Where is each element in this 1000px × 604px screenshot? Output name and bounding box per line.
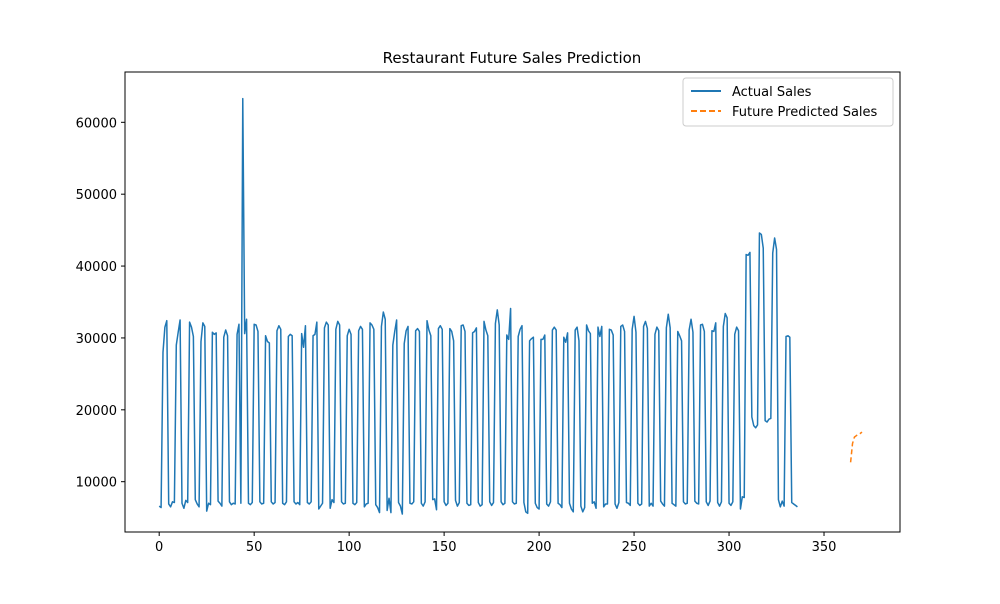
x-tick-label: 100	[337, 540, 362, 555]
series-line-actual-sales	[158, 97, 798, 515]
series-line-future-predicted-sales	[849, 431, 863, 463]
x-tick-label: 350	[812, 540, 837, 555]
legend-label-actual-sales: Actual Sales	[732, 85, 812, 100]
x-tick-label: 0	[155, 540, 163, 555]
legend: Actual Sales Future Predicted Sales	[682, 77, 894, 127]
x-tick-label: 150	[432, 540, 457, 555]
series-lines	[158, 97, 863, 515]
chart-title: Restaurant Future Sales Prediction	[383, 49, 642, 67]
y-axis-ticks: 10000 20000 30000 40000 50000 60000	[76, 116, 125, 491]
y-tick-label: 40000	[76, 260, 117, 275]
legend-label-future-predicted-sales: Future Predicted Sales	[732, 105, 878, 120]
x-tick-label: 250	[622, 540, 647, 555]
y-tick-label: 20000	[76, 404, 117, 419]
legend-box	[682, 77, 894, 127]
plot-frame	[124, 71, 901, 533]
y-tick-label: 10000	[76, 476, 117, 491]
x-tick-label: 300	[717, 540, 742, 555]
y-tick-label: 30000	[76, 332, 117, 347]
y-tick-label: 50000	[76, 188, 117, 203]
x-axis-ticks: 0 50 100 150 200 250 300 350	[155, 532, 836, 555]
y-tick-label: 60000	[76, 116, 117, 131]
x-tick-label: 200	[527, 540, 552, 555]
x-tick-label: 50	[246, 540, 263, 555]
